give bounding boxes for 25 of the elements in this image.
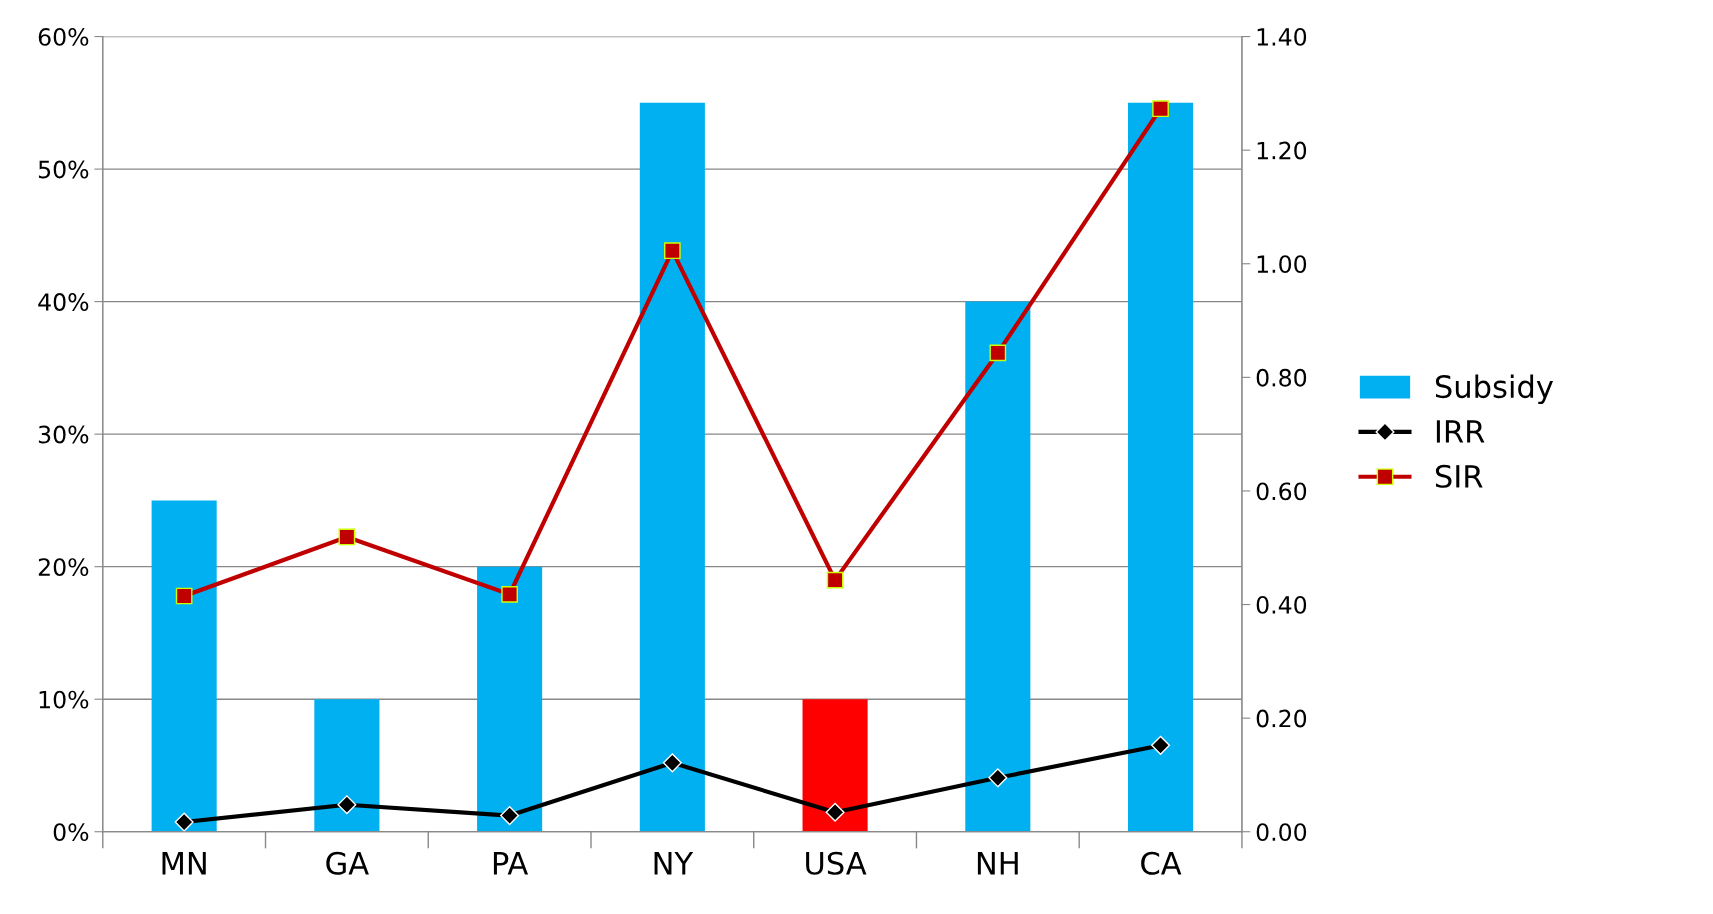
y-tick-label: 0% — [53, 823, 89, 842]
x-tick-label: NY — [654, 852, 694, 875]
y2-tick-label: 0.20 — [1256, 709, 1307, 728]
y-tick-label: 40% — [38, 293, 89, 311]
x-tick-label: MN — [162, 852, 206, 875]
legend-label: IRR — [1436, 420, 1485, 443]
y2-tick-label: 0.80 — [1256, 368, 1307, 387]
legend-label: Subsidy — [1435, 374, 1554, 405]
legend-label: SIR — [1435, 464, 1483, 488]
x-tick-label: USA — [806, 851, 867, 875]
y2-tick-label: 1.20 — [1257, 141, 1307, 160]
y-tick-label: 20% — [38, 558, 89, 576]
y-tick-label: 30% — [38, 425, 89, 444]
x-tick-label: GA — [326, 851, 369, 875]
y2-tick-label: 1.40 — [1257, 28, 1307, 46]
y2-tick-label: 1.00 — [1257, 255, 1307, 274]
x-tick-label: CA — [1141, 851, 1182, 875]
y-tick-label: 10% — [39, 690, 89, 709]
y2-tick-label: 0.00 — [1256, 823, 1307, 842]
y-tick-label: 60% — [38, 28, 89, 46]
x-tick-label: NH — [977, 852, 1018, 875]
y-tick-label: 50% — [38, 160, 89, 179]
y2-tick-label: 0.60 — [1256, 482, 1307, 501]
x-tick-label: PA — [493, 852, 529, 875]
y2-tick-label: 0.40 — [1256, 595, 1307, 614]
